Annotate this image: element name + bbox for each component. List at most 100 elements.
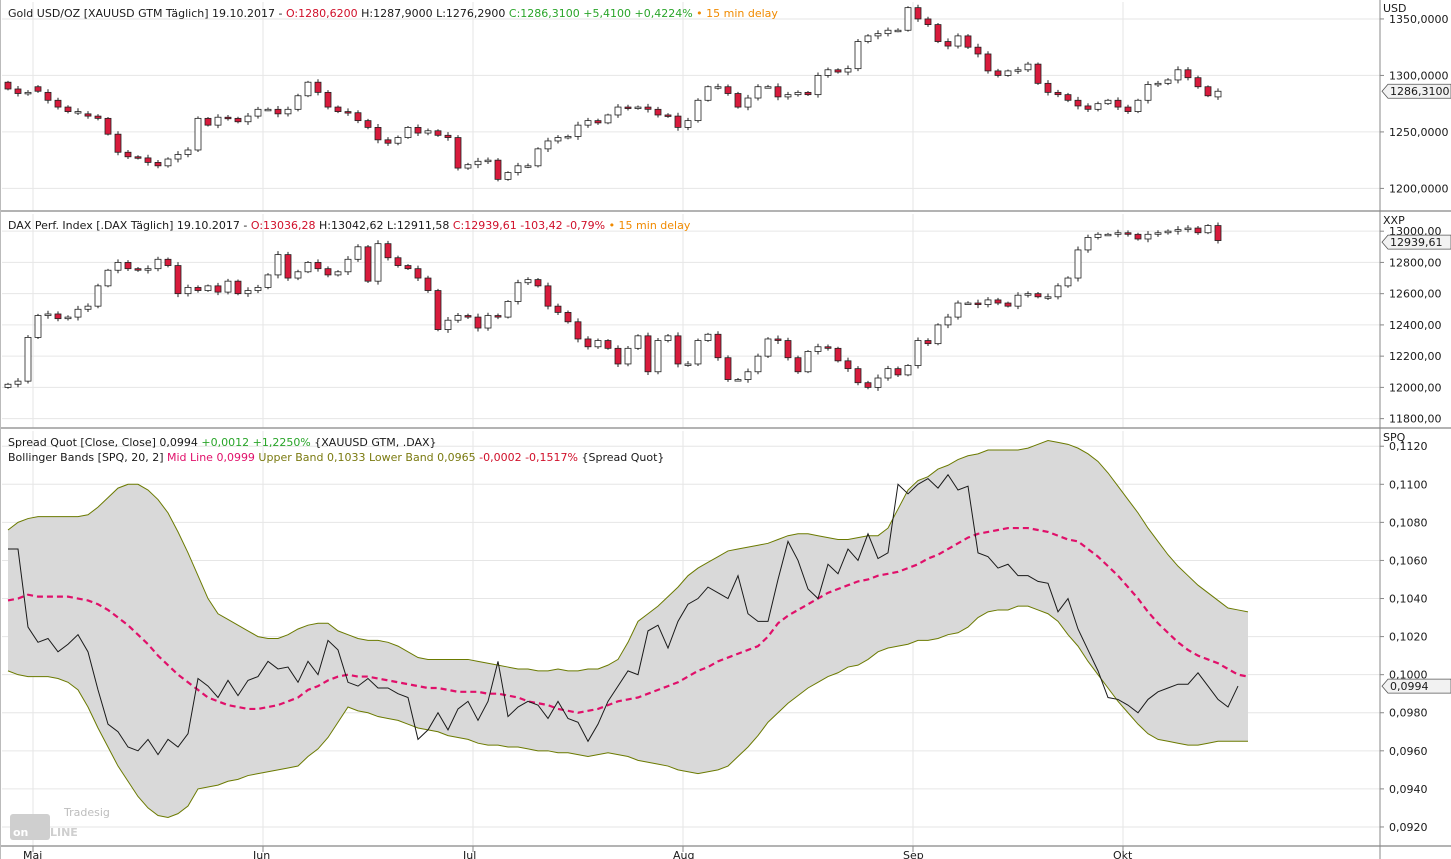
gold-candle-body	[774, 86, 782, 98]
gold-candle-body	[734, 93, 742, 108]
gold-candle-body	[854, 41, 862, 70]
dax-candle-body	[964, 302, 972, 305]
bollinger-header-change: -0,0002 -0,1517%	[476, 451, 578, 464]
gold-candle-body	[414, 127, 422, 134]
spread-header-value: 0,0994	[159, 436, 198, 449]
gold-candle-body	[1214, 90, 1222, 98]
gold-candle-body	[174, 154, 182, 160]
gold-candle-body	[84, 113, 92, 117]
dax-header-open: O:13036,28	[251, 219, 316, 232]
bollinger-header-mid: Mid Line 0,0999	[167, 451, 255, 464]
spread-last-value-box	[1381, 678, 1451, 694]
dax-candle-body	[674, 335, 682, 365]
dax-candle-body	[654, 340, 662, 373]
gold-tick-label: 1250,0000	[1389, 126, 1449, 139]
gold-candle-body	[594, 120, 602, 124]
dax-candle-body	[464, 315, 472, 318]
gold-candle-body	[144, 157, 152, 163]
gold-candle-body	[154, 162, 162, 167]
dax-candle-body	[1034, 293, 1042, 298]
dax-header-delay: • 15 min delay	[605, 219, 691, 232]
bollinger-header-upper: Upper Band 0,1033	[255, 451, 366, 464]
gold-candle-body	[1054, 91, 1062, 96]
gold-candle-body	[954, 35, 962, 47]
dax-candle-body	[994, 299, 1002, 304]
candle-layer	[4, 4, 1222, 391]
gold-candle-body	[914, 7, 922, 20]
gold-candle-body	[624, 106, 632, 109]
gold-candle-body	[1024, 63, 1032, 71]
dax-candle-body	[754, 355, 762, 373]
bollinger-header-title: Bollinger Bands [SPQ, 20, 2]	[8, 451, 167, 464]
dax-candle-body	[264, 274, 272, 288]
gold-candle-body	[124, 151, 132, 158]
gold-last-value-text: 1286,3100	[1390, 85, 1450, 98]
dax-candle-body	[554, 305, 562, 313]
dax-candle-body	[1104, 233, 1112, 237]
dax-candle-body	[1094, 233, 1102, 238]
gold-last-value-box	[1381, 83, 1451, 99]
dax-candle-body	[504, 301, 512, 318]
tradesignal-online-logo: on LINE Tradesignal	[10, 808, 110, 840]
dax-candle-body	[414, 268, 422, 279]
dax-candle-body	[834, 347, 842, 362]
dax-candle-body	[1114, 232, 1122, 235]
dax-candle-body	[294, 271, 302, 279]
gold-candle-body	[244, 115, 252, 123]
dax-candle-body	[184, 287, 192, 295]
dax-candle-body	[514, 282, 522, 302]
spread-header-change: +0,0012 +1,2250%	[198, 436, 311, 449]
dax-candle-body	[344, 258, 352, 273]
lower-band-line	[7, 605, 1248, 818]
dax-candle-body	[1144, 233, 1152, 240]
gold-header-high: H:1287,9000	[358, 7, 433, 20]
gold-candle-body	[134, 156, 142, 159]
gold-candle-body	[384, 139, 392, 144]
dax-candle-body	[1074, 249, 1082, 279]
gold-candle-body	[1004, 70, 1012, 76]
dax-candle-body	[364, 246, 372, 282]
gold-candle-body	[1114, 99, 1122, 108]
gold-candle-body	[304, 81, 312, 97]
dax-candle-body	[624, 347, 632, 365]
dax-candle-body	[424, 277, 432, 291]
dax-candle-body	[484, 315, 492, 329]
dax-candle-body	[1214, 225, 1222, 241]
gold-candle-body	[484, 159, 492, 163]
spread-tick-label: 0,0920	[1389, 821, 1428, 834]
dax-candle-body	[524, 279, 532, 284]
spread-tick-label: 0,0980	[1389, 707, 1428, 720]
gold-tick-label: 1200,0000	[1389, 182, 1449, 195]
dax-candle-body	[974, 302, 982, 305]
svg-text:Tradesignal: Tradesignal	[63, 808, 110, 819]
spread-last-value-label: 0,0994	[1381, 678, 1451, 694]
bollinger-band-area	[8, 440, 1248, 818]
dax-candle-body	[814, 346, 822, 352]
gold-candle-body	[894, 29, 902, 33]
spread-axis-unit: SPQ	[1383, 431, 1406, 444]
gold-candle-body	[654, 108, 662, 116]
gold-candle-body	[1134, 99, 1142, 112]
dax-candle-body	[944, 316, 952, 326]
dax-candle-body	[94, 285, 102, 307]
gold-candle-body	[814, 75, 822, 96]
dax-header-title: DAX Perf. Index [.DAX Täglich] 19.10.201…	[8, 219, 251, 232]
gold-candle-body	[1164, 79, 1172, 84]
spread-header-title: Spread Quot [Close, Close]	[8, 436, 159, 449]
gold-candle-body	[1014, 69, 1022, 72]
gold-candle-body	[344, 111, 352, 114]
dax-last-value-text: 12939,61	[1390, 236, 1443, 249]
spread-tick-label: 0,1120	[1389, 440, 1428, 453]
dax-header-low: L:12911,58	[384, 219, 450, 232]
gold-candle-body	[764, 86, 772, 89]
gold-candle-body	[694, 99, 702, 122]
dax-candle-body	[314, 262, 322, 270]
dax-candle-body	[24, 337, 32, 382]
dax-candle-body	[904, 365, 912, 376]
gold-header-low: L:1276,2900	[433, 7, 506, 20]
dax-candle-body	[1124, 232, 1132, 235]
gold-candle-body	[874, 33, 882, 37]
gold-candle-body	[634, 106, 642, 109]
spread-tick-label: 0,1000	[1389, 669, 1428, 682]
